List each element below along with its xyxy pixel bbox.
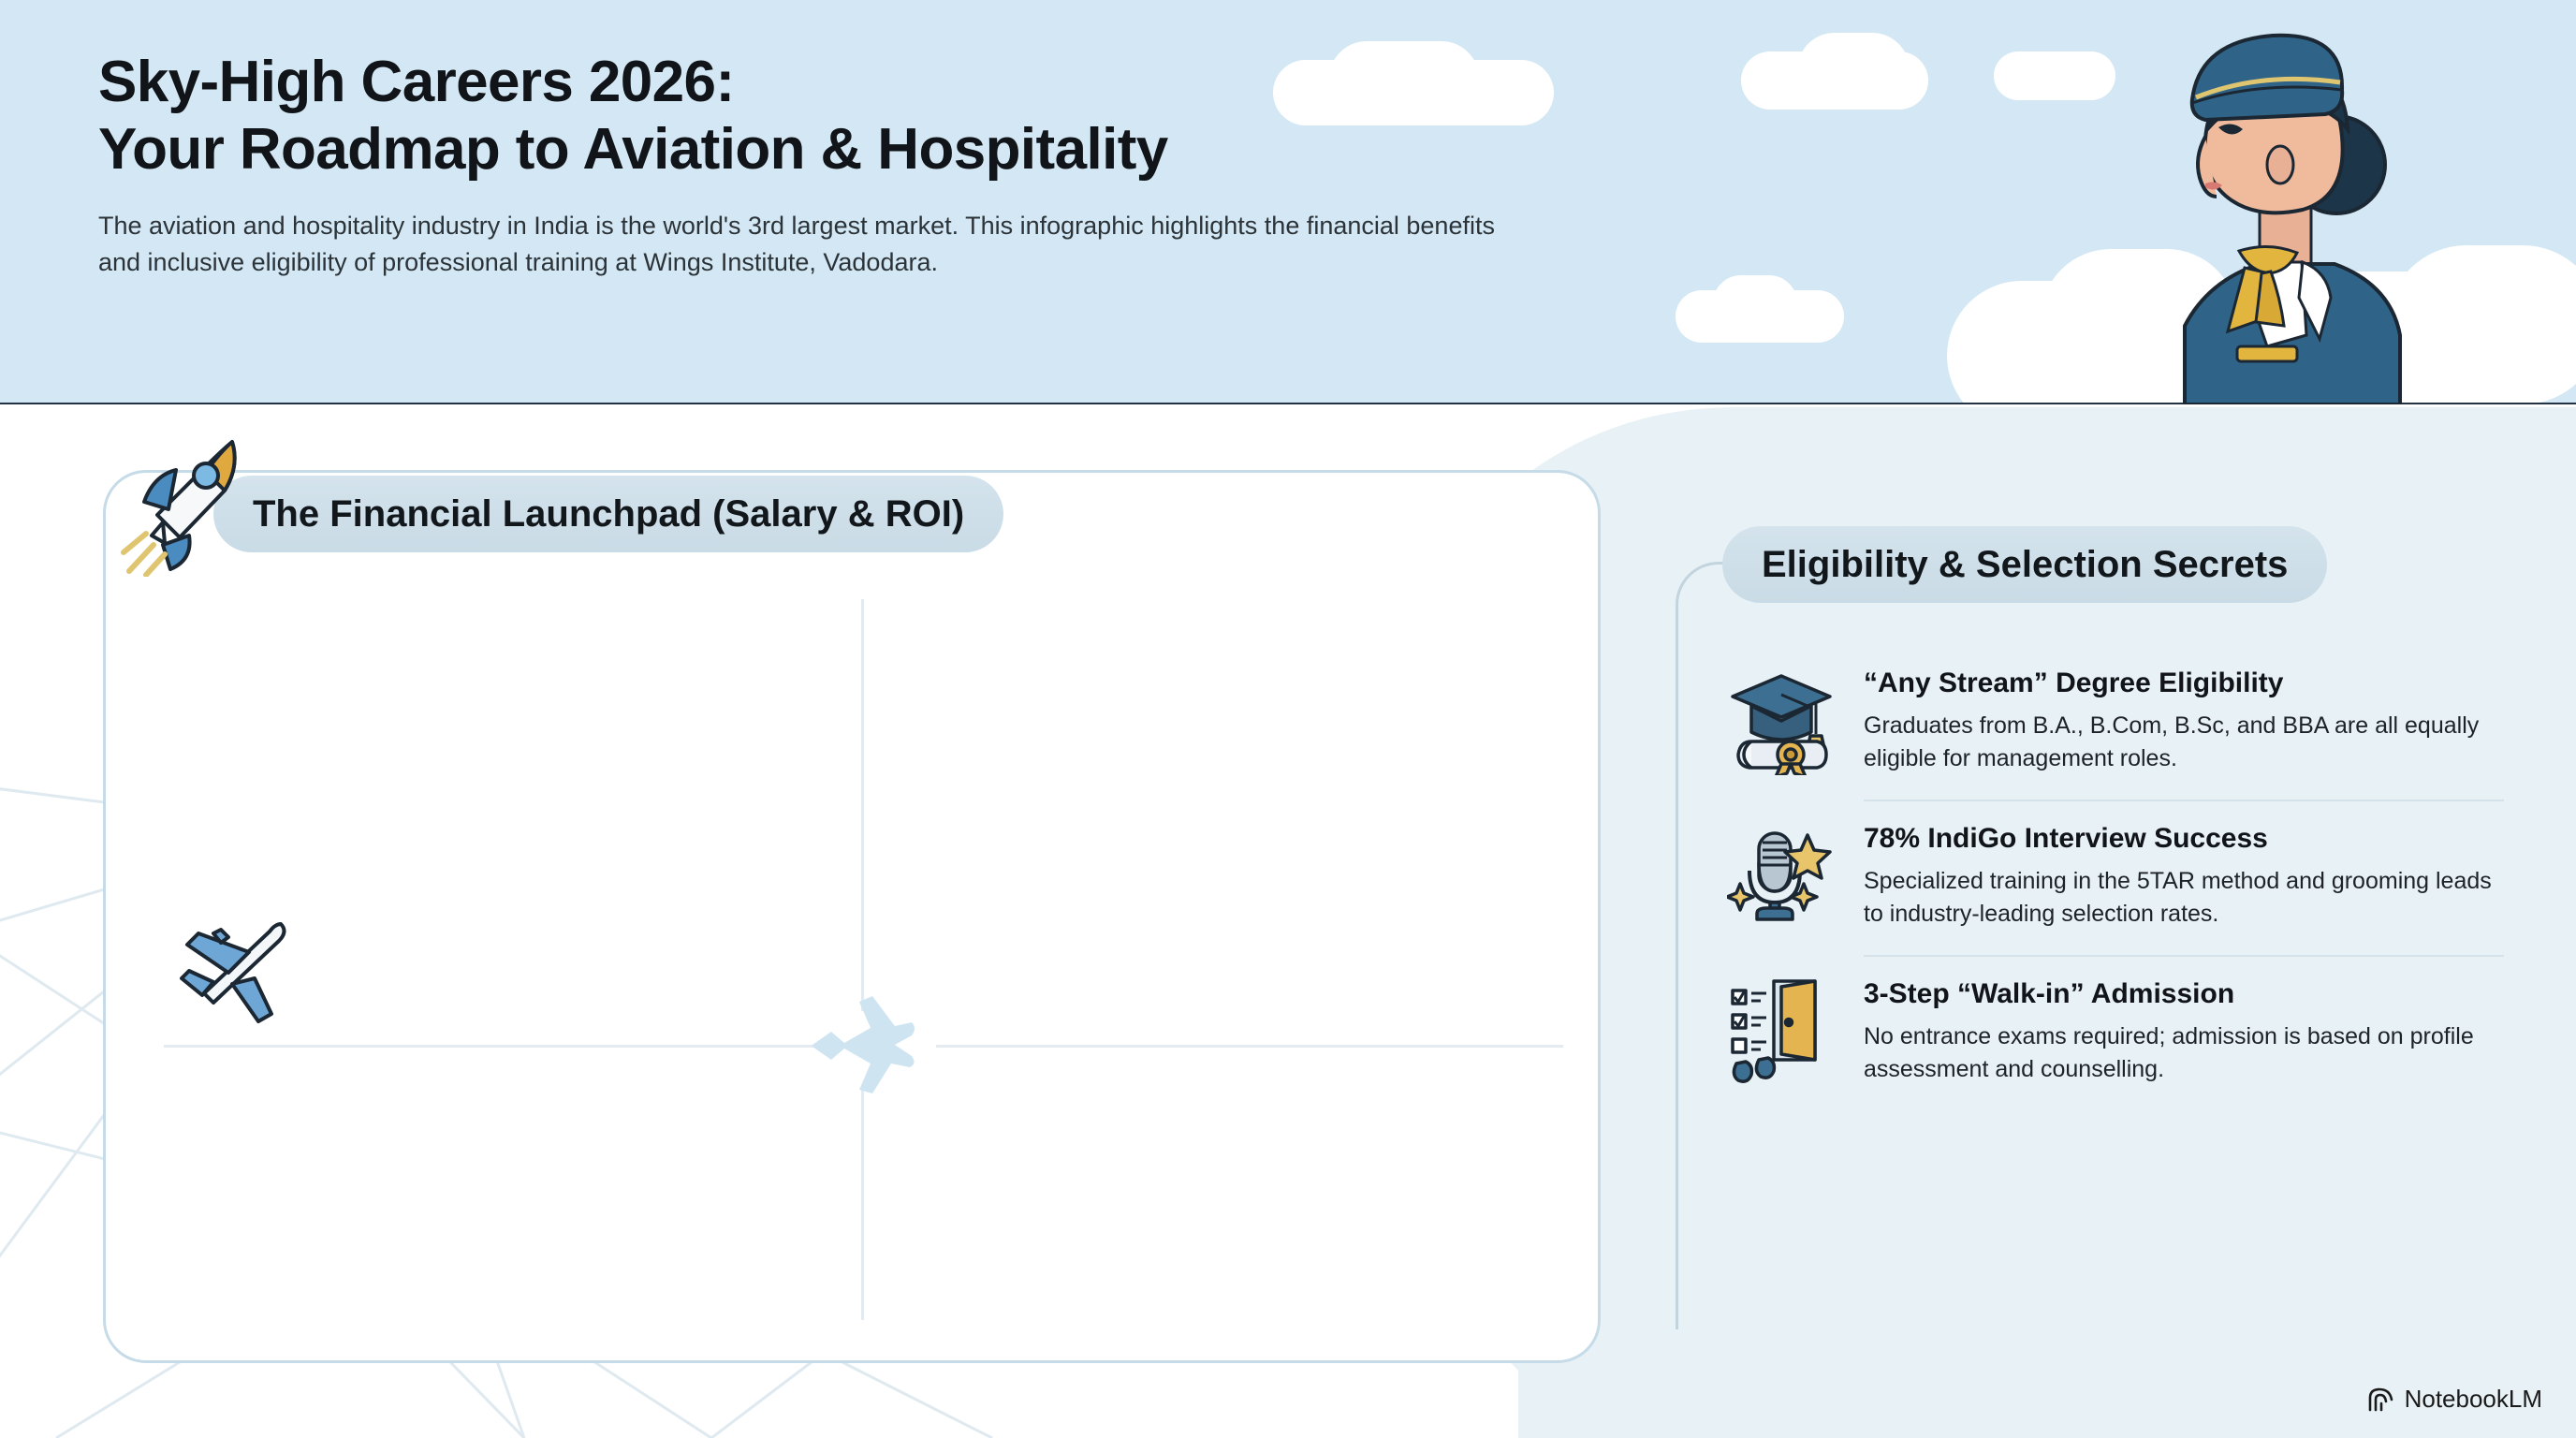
financial-launchpad-card — [103, 470, 1601, 1363]
eligibility-separator — [1864, 955, 2504, 957]
graduation-cap-diploma-icon — [1727, 667, 1836, 779]
rocket-icon — [121, 440, 237, 577]
eligibility-item-interview: 78% IndiGo Interview Success Specialized… — [1725, 801, 2504, 955]
page-title-line-2: Your Roadmap to Aviation & Hospitality — [98, 116, 1168, 182]
eligibility-item-admission-desc: No entrance exams required; admission is… — [1864, 1023, 2474, 1082]
eligibility-item-interview-text: 78% IndiGo Interview Success Specialized… — [1864, 822, 2504, 931]
airplane-decorative-icon — [812, 996, 915, 1093]
header-text-block: Sky-High Careers 2026: Your Roadmap to A… — [98, 49, 1596, 281]
eligibility-item-degree: “Any Stream” Degree Eligibility Graduate… — [1727, 646, 2504, 800]
airplane-icon — [180, 922, 286, 1023]
eligibility-item-degree-text: “Any Stream” Degree Eligibility Graduate… — [1864, 667, 2504, 775]
eligibility-list: “Any Stream” Degree Eligibility Graduate… — [1725, 646, 2504, 1110]
card-divider-vertical-top — [861, 599, 864, 1011]
cloud-shape — [1797, 33, 1910, 108]
cloud-shape — [1994, 51, 2115, 100]
card-divider-horizontal-right — [936, 1045, 1563, 1048]
notebooklm-watermark: NotebookLM — [2367, 1385, 2542, 1414]
eligibility-item-interview-desc: Specialized training in the 5TAR method … — [1864, 868, 2492, 927]
open-door-checklist-icon — [1727, 977, 1836, 1086]
eligibility-item-admission: 3-Step “Walk-in” Admission No entrance e… — [1727, 957, 2504, 1110]
notebooklm-watermark-label: NotebookLM — [2404, 1385, 2542, 1413]
flight-attendant-illustration — [2183, 33, 2402, 404]
header-divider-rule — [0, 403, 2576, 404]
eligibility-separator — [1864, 800, 2504, 801]
eligibility-item-degree-desc: Graduates from B.A., B.Com, B.Sc, and BB… — [1864, 712, 2480, 771]
cloud-shape — [1713, 275, 1797, 331]
eligibility-item-degree-title: “Any Stream” Degree Eligibility — [1864, 668, 2284, 698]
header-banner: Sky-High Careers 2026: Your Roadmap to A… — [0, 0, 2576, 404]
cloud-shape — [2387, 245, 2576, 404]
section-header-financial: The Financial Launchpad (Salary & ROI) — [213, 476, 1004, 552]
eligibility-item-interview-title: 78% IndiGo Interview Success — [1864, 823, 2268, 854]
card-divider-vertical-bottom — [861, 1086, 864, 1320]
page-title-line-1: Sky-High Careers 2026: — [98, 50, 735, 114]
section-header-eligibility-label: Eligibility & Selection Secrets — [1762, 543, 2289, 585]
notebooklm-logo-icon — [2368, 1387, 2393, 1411]
eligibility-item-admission-text: 3-Step “Walk-in” Admission No entrance e… — [1864, 977, 2504, 1086]
card-divider-horizontal-left — [164, 1045, 819, 1048]
cloud-shape — [1329, 41, 1479, 116]
eligibility-item-admission-title: 3-Step “Walk-in” Admission — [1864, 978, 2235, 1009]
page-subtitle: The aviation and hospitality industry in… — [98, 211, 1495, 276]
section-header-eligibility: Eligibility & Selection Secrets — [1722, 526, 2328, 603]
microphone-stars-icon — [1725, 822, 1836, 931]
section-header-financial-label: The Financial Launchpad (Salary & ROI) — [253, 492, 965, 535]
right-panel-blob-lower — [1518, 903, 2576, 1438]
